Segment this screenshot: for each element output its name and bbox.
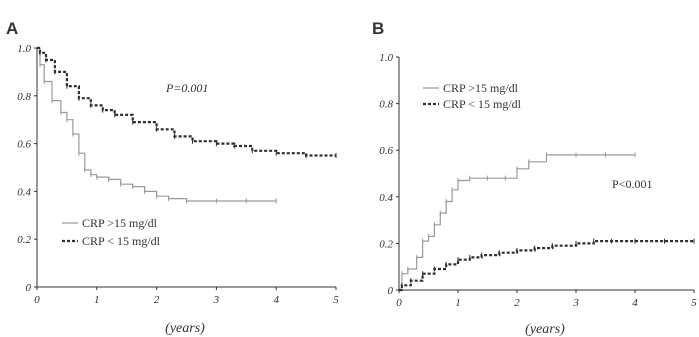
panel-b-legend: CRP >15 mg/dl CRP < 15 mg/dl xyxy=(423,81,522,111)
panel-a-series-crp-high-line xyxy=(37,47,277,202)
panel-a-x-axis-label: (years) xyxy=(165,321,205,336)
panel-a-x-ticks: 0 1 2 3 4 5 xyxy=(34,287,339,306)
panel-a-y-tick-label: 0.6 xyxy=(17,139,31,151)
panel-a-series-crp-low-line xyxy=(37,46,336,157)
panel-a-series xyxy=(37,46,337,204)
panel-b: B 0 0.2 0.4 0.6 0.8 1.0 0 1 2 3 4 5 (years) P<0.00… xyxy=(372,19,697,337)
panel-b-series-crp-high-line xyxy=(399,154,635,291)
panel-b-x-axis-label: (years) xyxy=(525,322,565,337)
legend-b-label-crp-low: CRP < 15 mg/dl xyxy=(443,97,522,111)
panel-b-y-tick-label: 0.6 xyxy=(379,145,393,157)
panel-a: A 0 0.2 0.4 0.6 0.8 1.0 0 1 2 3 4 5 (years) P=0.00… xyxy=(6,19,339,336)
panel-a-x-tick-label: 4 xyxy=(273,294,279,306)
panel-a-y-tick-label: 0.2 xyxy=(17,234,31,246)
panel-b-y-tick-label: 0.2 xyxy=(379,238,393,250)
panel-b-axes xyxy=(398,57,694,291)
panel-a-y-tick-label: 0.8 xyxy=(17,91,31,103)
panel-a-x-tick-label: 5 xyxy=(333,294,339,306)
legend-b-label-crp-high: CRP >15 mg/dl xyxy=(443,81,519,95)
panel-b-x-tick-label: 2 xyxy=(514,297,520,309)
panel-a-x-tick-label: 2 xyxy=(154,294,160,306)
panel-b-p-value: P<0.001 xyxy=(612,177,652,191)
panel-a-x-tick-label: 0 xyxy=(34,294,40,306)
panel-a-legend: CRP >15 mg/dl CRP < 15 mg/dl xyxy=(62,216,161,248)
panel-b-letter: B xyxy=(372,19,384,38)
panel-b-y-tick-label: 1.0 xyxy=(379,52,393,64)
panel-b-y-tick-label: 0 xyxy=(388,285,394,297)
panel-a-p-value: P=0.001 xyxy=(165,81,208,95)
panel-b-x-ticks: 0 1 2 3 4 5 xyxy=(396,290,697,309)
panel-a-axes xyxy=(36,48,336,288)
panel-b-y-tick-label: 0.8 xyxy=(379,99,393,111)
panel-b-x-tick-label: 3 xyxy=(572,297,579,309)
panel-b-x-tick-label: 5 xyxy=(691,297,697,309)
panel-a-y-tick-label: 0 xyxy=(26,282,32,294)
panel-b-y-ticks: 0 0.2 0.4 0.6 0.8 1.0 xyxy=(379,52,399,297)
panel-a-letter: A xyxy=(6,19,18,38)
panel-a-y-tick-label: 0.4 xyxy=(17,186,31,198)
panel-a-x-tick-label: 1 xyxy=(94,294,100,306)
panel-b-x-tick-label: 1 xyxy=(455,297,461,309)
panel-b-series xyxy=(399,152,695,292)
panel-b-x-tick-label: 4 xyxy=(632,297,638,309)
panel-a-x-tick-label: 3 xyxy=(213,294,220,306)
legend-a-label-crp-high: CRP >15 mg/dl xyxy=(82,216,158,230)
panel-b-x-tick-label: 0 xyxy=(396,297,402,309)
legend-a-label-crp-low: CRP < 15 mg/dl xyxy=(82,234,161,248)
panel-b-y-tick-label: 0.4 xyxy=(379,192,393,204)
panel-b-series-crp-low-line xyxy=(399,240,694,292)
panel-a-y-ticks: 0 0.2 0.4 0.6 0.8 1.0 xyxy=(17,43,37,294)
panel-a-y-tick-label: 1.0 xyxy=(17,43,31,55)
